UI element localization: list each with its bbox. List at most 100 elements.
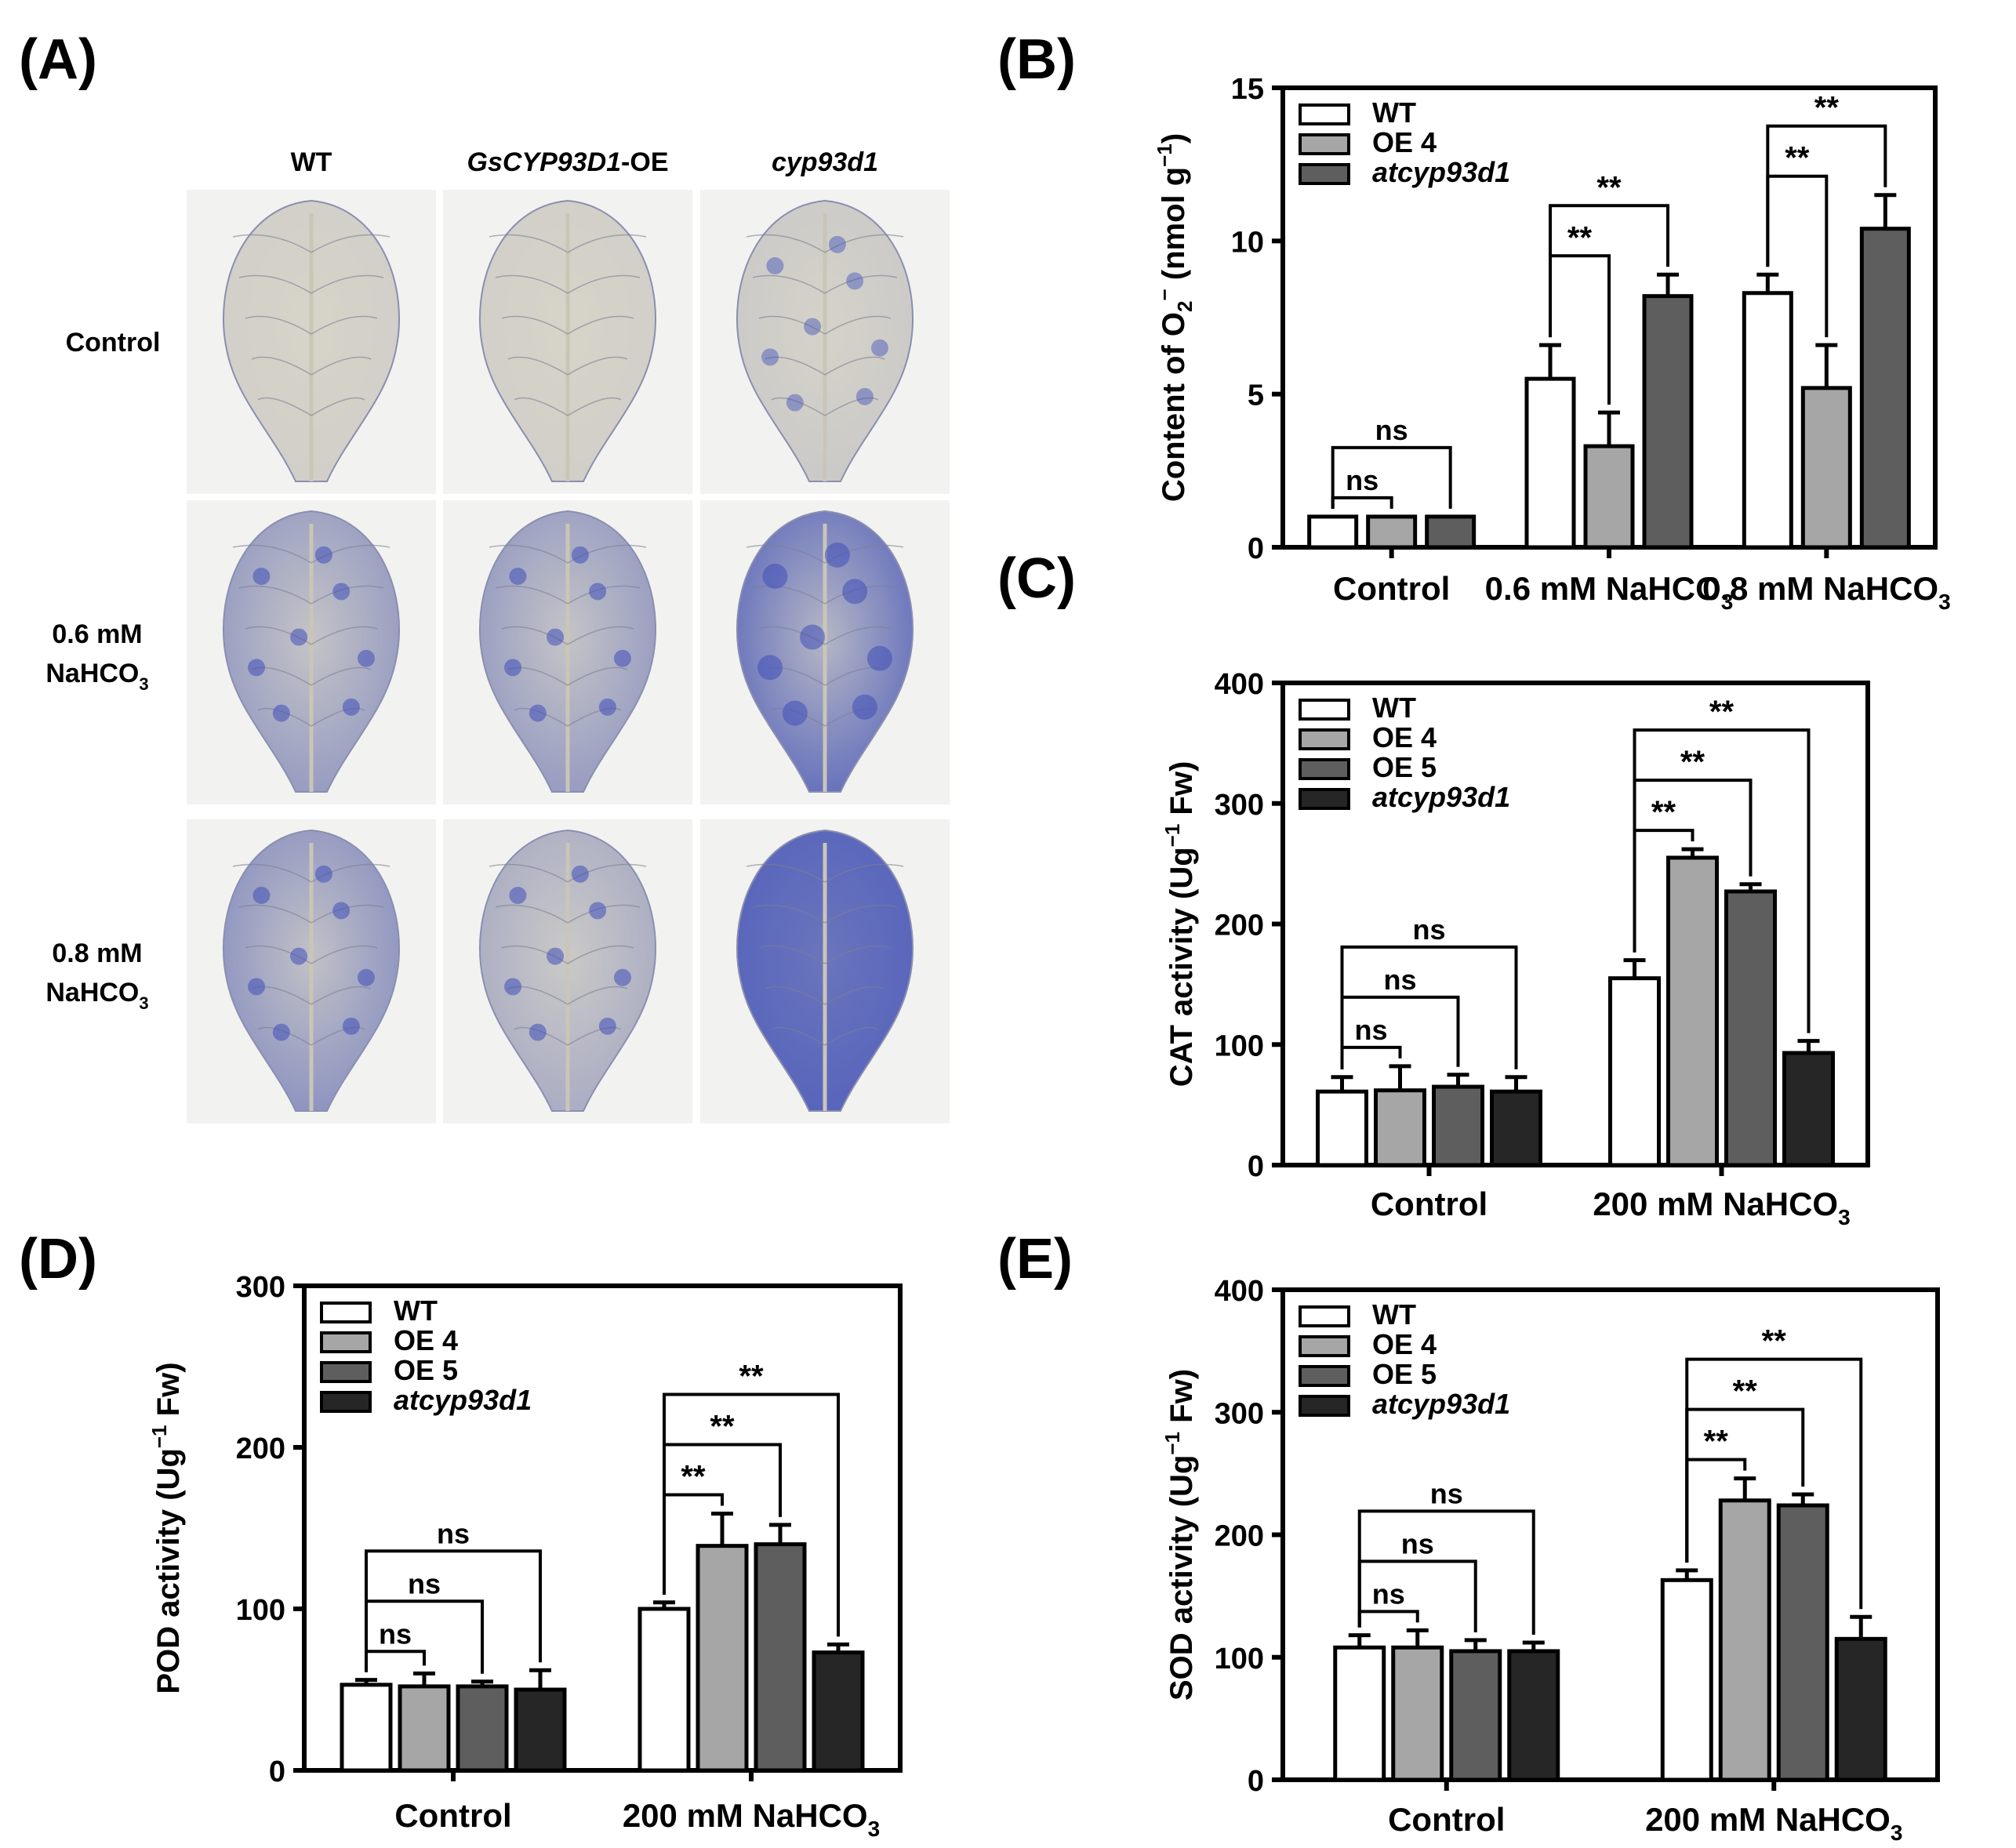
stain-spot: [547, 628, 565, 646]
stain-spot: [529, 1023, 547, 1041]
y-tick-label: 300: [1215, 1397, 1264, 1430]
significance-label: ns: [1375, 414, 1408, 446]
legend-swatch: [1299, 1395, 1350, 1417]
leaf-vein: [771, 397, 826, 416]
leaf-vein: [824, 945, 892, 964]
bar-oe-4: [696, 1544, 749, 1773]
bar-oe-4: [1666, 855, 1719, 1167]
leaf-vein: [567, 234, 647, 253]
leaf-vein: [257, 397, 312, 416]
legend-label: atcyp93d1: [1372, 156, 1510, 188]
leaf-vein: [501, 315, 568, 335]
stain-spot: [782, 700, 808, 726]
y-tick-label: 10: [1231, 226, 1264, 259]
significance-label: ns: [1430, 1477, 1463, 1509]
y-tick-label: 0: [269, 1755, 285, 1788]
leaf-vein: [311, 945, 378, 964]
chart-e: (E) 0 100 200 300 400 SOD activity (Ug−1 Fw) Co…: [997, 1228, 1940, 1845]
stain-spot: [855, 387, 874, 405]
y-tick-label: 0: [1248, 1765, 1264, 1798]
significance-bracket: [1549, 204, 1669, 338]
y-tick-label: 300: [236, 1271, 285, 1304]
y-tick-label: 5: [1248, 379, 1264, 412]
stain-spot: [761, 348, 779, 366]
plot-frame: [1280, 681, 1870, 1167]
leaf-vein: [514, 397, 568, 416]
x-tick-label: 200 mM NaHCO3: [623, 1797, 880, 1841]
significance-label: **: [1709, 695, 1734, 729]
bar-oe-4: [1583, 444, 1635, 550]
leaf-vein: [238, 274, 312, 294]
bar-atcyp93d1: [1782, 1051, 1835, 1167]
bar-wt: [637, 1607, 691, 1773]
leaf-image-2-2: [700, 819, 950, 1124]
significance-label: ns: [1346, 464, 1379, 496]
stain-spot: [314, 865, 332, 883]
significance-bracket: [365, 1650, 426, 1672]
bar-atcyp93d1: [1642, 294, 1694, 550]
column-header-0: WT: [291, 147, 332, 177]
chart-d: (D) 0 100 200 300 POD activity (Ug−1 Fw) Contr…: [19, 1228, 903, 1841]
stain-spot: [252, 568, 271, 585]
significance-label: ns: [408, 1567, 441, 1599]
stain-spot: [870, 339, 888, 357]
bar-oe-5: [1432, 1084, 1484, 1167]
legend-swatch: [1299, 699, 1350, 721]
stain-spot: [786, 394, 804, 412]
significance-label: ns: [1354, 1014, 1387, 1046]
leaf-image-2-0: [187, 819, 436, 1124]
stain-spot: [509, 568, 527, 585]
legend-label: WT: [394, 1294, 438, 1327]
panel-label-a: (A): [19, 28, 97, 91]
leaf-vein: [311, 397, 365, 416]
legend-label: WT: [1372, 96, 1416, 129]
significance-bracket: [1357, 1509, 1535, 1635]
legend-swatch: [1299, 788, 1350, 810]
significance-label: **: [739, 1359, 764, 1393]
leaf-vein: [567, 315, 634, 335]
leaf-vein: [824, 986, 885, 1005]
stain-spot: [342, 698, 360, 716]
panel-label: (D): [19, 1228, 97, 1291]
legend-swatch: [320, 1361, 372, 1383]
legend-swatch: [1299, 163, 1350, 185]
leaf-vein: [489, 544, 568, 564]
stain-spot: [842, 579, 868, 605]
stain-spot: [547, 947, 565, 965]
leaf-vein: [752, 274, 826, 294]
stain-spot: [852, 694, 877, 720]
plot-frame: [302, 1283, 903, 1773]
legend-label: OE 4: [1372, 721, 1437, 753]
bar-oe-5: [754, 1542, 807, 1773]
bar-wt: [1333, 1645, 1386, 1782]
legend-label: OE 5: [394, 1354, 458, 1386]
leaf-vein: [232, 234, 312, 253]
leaf-vein: [495, 585, 568, 605]
leaf-vein: [238, 904, 312, 924]
stain-spot: [314, 546, 332, 564]
leaf-vein: [824, 315, 892, 335]
leaf-vein: [567, 356, 628, 376]
y-tick-label: 400: [1215, 1275, 1264, 1308]
leaf-vein: [765, 356, 826, 376]
leaf-vein: [824, 274, 898, 294]
leaf-vein: [752, 585, 826, 605]
bar-oe-4: [1391, 1645, 1444, 1782]
significance-label: **: [1814, 91, 1840, 125]
x-tick-label: 0.8 mM NaHCO3: [1702, 570, 1951, 614]
stain-spot: [571, 546, 589, 564]
significance-bracket: [1331, 496, 1393, 509]
bar-wt: [1608, 976, 1661, 1167]
significance-bracket: [1357, 1610, 1419, 1628]
legend-swatch: [320, 1331, 372, 1353]
x-tick-label: 200 mM NaHCO3: [1645, 1801, 1902, 1845]
leaf-vein: [311, 234, 390, 253]
legend-swatch: [1299, 133, 1350, 155]
leaf-vein: [232, 863, 312, 883]
significance-bracket: [1633, 728, 1811, 1033]
leaf-vein: [758, 315, 826, 335]
bar-atcyp93d1: [514, 1687, 567, 1773]
x-tick-label: Control: [1371, 1185, 1487, 1222]
leaf-vein: [567, 626, 634, 645]
bar-atcyp93d1: [1507, 1649, 1560, 1782]
